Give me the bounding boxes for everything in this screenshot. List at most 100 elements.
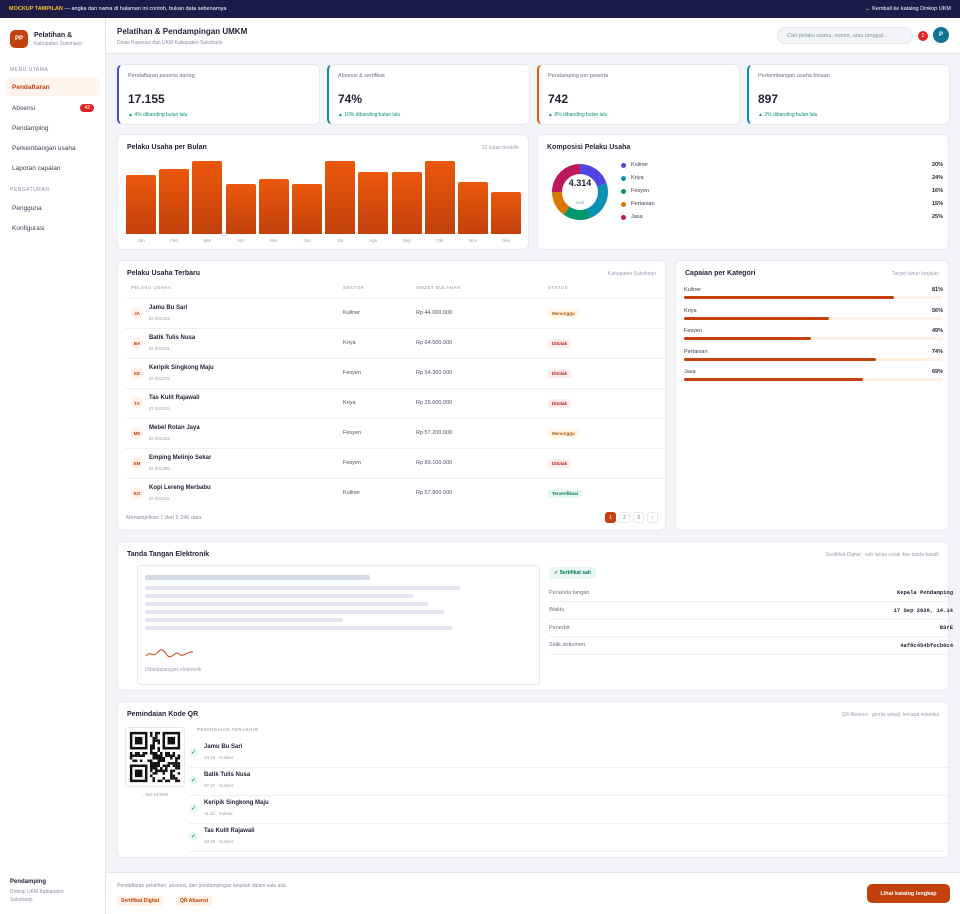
topbar: Pelatihan & Pendampingan UMKM Dinas Kope…: [106, 18, 960, 54]
legend-item: Kriya 24%: [621, 175, 943, 181]
table-row[interactable]: TA Tas Kulit Rajawali ID 001315 Kriya Rp 25.…: [125, 388, 666, 418]
row-sector: Fesyen: [343, 430, 362, 436]
sidebar-item-pendamping[interactable]: Pendamping: [6, 119, 100, 137]
legend-dot: [621, 201, 626, 207]
scan-name: Tas Kulit Rajawali: [204, 828, 255, 834]
page-2-button[interactable]: 2: [619, 512, 630, 523]
table-row[interactable]: ME Mebel Rotan Jaya ID 001352 Fesyen Rp 57.2…: [125, 418, 666, 448]
page-1-button[interactable]: 1: [605, 512, 616, 523]
row-id: ID 001241: [149, 346, 170, 351]
footer-text: Pendaftaran pelatihan, absensi, dan pend…: [117, 883, 288, 889]
brand-logo: PP: [10, 30, 28, 48]
sidebar-item-absensi[interactable]: Absensi 42: [6, 99, 100, 117]
scan-item[interactable]: ✓ Batik Tulis Nusa 07.27 · Kuliner: [189, 768, 951, 796]
chart-bar: [358, 171, 389, 234]
sidebar-item-pengguna[interactable]: Pengguna: [6, 199, 100, 217]
avatar[interactable]: P: [933, 27, 949, 43]
table-row[interactable]: BA Batik Tulis Nusa ID 001241 Kriya Rp 64.50…: [125, 328, 666, 358]
scan-meta: 13.19 · Kuliner: [204, 755, 234, 760]
progress-track: [684, 357, 943, 361]
kpi-delta: ▲ 8% dibanding bulan lalu: [548, 112, 608, 118]
sidebar-item-label: Pengguna: [12, 204, 42, 212]
check-icon: ✓: [189, 748, 198, 757]
achievement-label: Kriya: [684, 307, 697, 314]
nav-section-settings: PENGATURAN: [10, 187, 50, 193]
row-sector: Fesyen: [343, 460, 362, 466]
row-sector: Kuliner: [343, 490, 361, 496]
th-omzet: OMZET BULANAN: [416, 285, 461, 290]
status-badge: Ditolak: [548, 339, 572, 348]
table-row[interactable]: KO Kopi Lereng Merbabu ID 001426 Kuliner Rp …: [125, 478, 666, 508]
table-title: Pelaku Usaha Terbaru: [127, 270, 201, 277]
sidebar-item-laporan[interactable]: Laporan capaian: [6, 159, 100, 177]
scan-meta: 13.38 · Kuliner: [204, 839, 234, 844]
sidebar-item-pendaftaran[interactable]: Pendaftaran: [6, 78, 100, 96]
chart-bar: [391, 171, 422, 234]
row-sector: Fesyen: [343, 370, 362, 376]
row-id: ID 001278: [149, 376, 170, 381]
kpi-delta: ▲ 4% dibanding bulan lalu: [128, 112, 188, 118]
view-catalog-button[interactable]: Lihat katalog lengkap: [867, 884, 950, 903]
progress-fill: [684, 296, 894, 299]
row-id: ID 001352: [149, 436, 170, 441]
legend-item: Pertanian 15%: [621, 201, 943, 207]
signature-scribble-icon: [145, 649, 194, 658]
legend-dot: [621, 162, 626, 168]
chart-bar: [491, 192, 522, 234]
kpi-label: Absensi & sertifikat: [338, 73, 385, 79]
page-3-button[interactable]: 3: [633, 512, 644, 523]
status-badge: Menunggu: [548, 429, 579, 438]
page-title: Pelatihan & Pendampingan UMKM: [117, 27, 248, 36]
field-value: 4af8c454bfecb0c4: [900, 641, 953, 649]
x-tick-label: Feb: [170, 238, 179, 243]
achievement-item: Fesyen 49%: [684, 328, 943, 340]
row-omzet: Rp 44.000.000: [416, 310, 453, 316]
donut-slice: [586, 183, 608, 219]
progress-fill: [684, 337, 811, 340]
notification-badge[interactable]: 2: [918, 31, 928, 41]
th-pelaku: PELAKU USAHA: [131, 285, 172, 290]
row-name: Tas Kulit Rajawali: [149, 395, 200, 401]
back-to-catalog-link[interactable]: ← Kembali ke katalog Dinkop UKM: [865, 6, 951, 12]
legend-percent: 25%: [931, 214, 943, 220]
progress-track: [684, 337, 943, 340]
legend-percent: 20%: [931, 162, 943, 168]
donut-slice: [580, 164, 607, 187]
user-org: Dinkop UKM Kabupaten: [10, 888, 64, 895]
sidebar-item-konfigurasi[interactable]: Konfigurasi: [6, 219, 100, 237]
sidebar-item-label: Konfigurasi: [12, 224, 45, 232]
achievement-percent: 69%: [931, 369, 943, 375]
legend-item: Fesyen 16%: [621, 188, 943, 194]
legend-label: Pertanian: [631, 201, 655, 207]
row-omzet: Rp 89.100.000: [416, 460, 453, 466]
table-row[interactable]: EM Emping Melinjo Sekar ID 001389 Fesyen Rp …: [125, 448, 666, 478]
status-badge: Ditolak: [548, 399, 572, 408]
achievement-item: Jasa 69%: [684, 369, 943, 381]
search-input[interactable]: Cari pelaku usaha, nomor, atau tanggal..…: [777, 27, 913, 44]
status-badge: Ditolak: [548, 459, 572, 468]
row-initials: BA: [131, 337, 143, 349]
row-initials: EM: [131, 457, 143, 469]
row-name: Emping Melinjo Sekar: [149, 455, 212, 461]
achievement-header: Kuliner 81%: [684, 287, 943, 293]
table-row[interactable]: KE Keripik Singkong Maju ID 001278 Fesyen Rp…: [125, 358, 666, 388]
tag-digital-certificate: Sertifikat Digital: [117, 896, 164, 906]
kpi-delta: ▲ 3% dibanding bulan lalu: [758, 112, 818, 118]
table-row[interactable]: JA Jamu Bu Sari ID 001204 Kuliner Rp 44.000.…: [125, 298, 666, 328]
check-icon: ✓: [189, 776, 198, 785]
row-sector: Kuliner: [343, 310, 361, 316]
row-initials: JA: [131, 307, 143, 319]
table-meta: Kabupaten Sukoharjo: [607, 271, 656, 277]
scan-item[interactable]: ✓ Jamu Bu Sari 13.19 · Kuliner: [189, 740, 951, 768]
achievement-item: Pertanian 74%: [684, 349, 943, 361]
brand-subtitle: Kabupaten Sukoharjo: [34, 40, 83, 47]
kpi-value: 74%: [338, 92, 363, 106]
user-region: Sukoharjo: [10, 896, 33, 903]
scan-item[interactable]: ✓ Tas Kulit Rajawali 13.38 · Kuliner: [189, 824, 951, 852]
field-key: Penanda tangan: [549, 589, 590, 596]
next-page-button[interactable]: ›: [647, 512, 658, 523]
scan-item[interactable]: ✓ Keripik Singkong Maju 11.12 · Kuliner: [189, 796, 951, 824]
row-omzet: Rp 57.800.000: [416, 490, 453, 496]
sidebar-item-perkembangan[interactable]: Perkembangan usaha: [6, 139, 100, 157]
legend-dot: [621, 188, 626, 194]
